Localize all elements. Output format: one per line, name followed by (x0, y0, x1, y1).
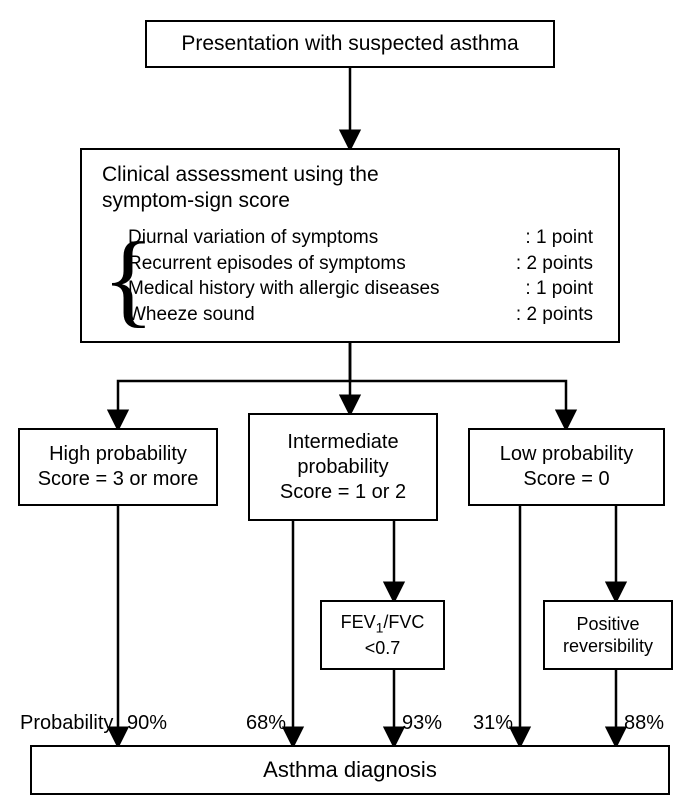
probability-value: 31% (473, 712, 513, 735)
edge-layer (0, 0, 700, 807)
probability-value: 93% (402, 712, 442, 735)
score-label: Wheeze sound (128, 302, 255, 328)
node-reversibility: Positive reversibility (543, 600, 673, 670)
probability-heading: Probability (20, 712, 113, 735)
score-points: : 1 point (525, 276, 593, 302)
diagnosis-text: Asthma diagnosis (263, 756, 437, 784)
score-points: : 1 point (525, 225, 593, 251)
score-list: Diurnal variation of symptoms: 1 pointRe… (128, 225, 593, 328)
probability-value: 90% (127, 712, 167, 735)
node-diagnosis: Asthma diagnosis (30, 745, 670, 795)
assessment-title-line1: Clinical assessment using the (102, 162, 379, 188)
node-start-text: Presentation with suspected asthma (181, 31, 518, 57)
rev-line1: Positive (576, 613, 639, 636)
score-row: Recurrent episodes of symptoms : 2 points (128, 251, 593, 277)
node-low-probability: Low probability Score = 0 (468, 428, 665, 506)
intermediate-line3: Score = 1 or 2 (280, 480, 406, 505)
node-high-probability: High probability Score = 3 or more (18, 428, 218, 506)
probability-value: 68% (246, 712, 286, 735)
assessment-title-line2: symptom-sign score (102, 188, 379, 214)
intermediate-line2: probability (297, 455, 388, 480)
flowchart-canvas: Presentation with suspected asthma Clini… (0, 0, 700, 807)
score-row: Medical history with allergic diseases : … (128, 276, 593, 302)
node-start: Presentation with suspected asthma (145, 20, 555, 68)
node-intermediate-probability: Intermediate probability Score = 1 or 2 (248, 413, 438, 521)
score-label: Diurnal variation of symptoms (128, 225, 378, 251)
low-line2: Score = 0 (523, 467, 609, 492)
score-label: Medical history with allergic diseases (128, 276, 440, 302)
high-line2: Score = 3 or more (38, 467, 199, 492)
rev-line2: reversibility (563, 635, 653, 658)
probability-value: 88% (624, 712, 664, 735)
score-points: : 2 points (516, 251, 593, 277)
fev-line2: <0.7 (365, 637, 401, 660)
score-label: Recurrent episodes of symptoms (128, 251, 406, 277)
intermediate-line1: Intermediate (287, 430, 398, 455)
high-line1: High probability (49, 442, 187, 467)
score-row: Wheeze sound : 2 points (128, 302, 593, 328)
score-row: Diurnal variation of symptoms : 1 point (128, 225, 593, 251)
low-line1: Low probability (500, 442, 633, 467)
score-points: : 2 points (516, 302, 593, 328)
assessment-title: Clinical assessment using the symptom-si… (102, 162, 379, 215)
node-fev-fvc: FEV1/FVC <0.7 (320, 600, 445, 670)
fev-line1: FEV1/FVC (341, 611, 425, 637)
